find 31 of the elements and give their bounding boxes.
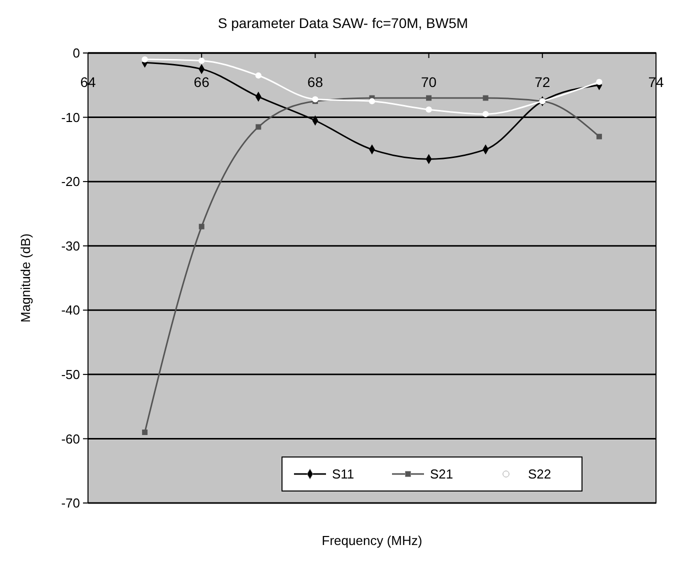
- point: [198, 224, 204, 230]
- point: [142, 430, 148, 436]
- x-tick-label: 66: [194, 74, 210, 90]
- legend-label: S11: [332, 466, 354, 482]
- y-tick-label: -10: [61, 110, 80, 125]
- point: [482, 110, 489, 118]
- legend-label: S22: [528, 466, 552, 482]
- x-axis-title: Frequency (MHz): [322, 533, 422, 548]
- y-axis-title: Magnitude (dB): [18, 234, 33, 322]
- point: [198, 58, 205, 64]
- y-tick-label: -30: [61, 238, 80, 254]
- chart-title: S parameter Data SAW- fc=70M, BW5M: [218, 15, 468, 31]
- x-tick-label: 70: [421, 74, 437, 90]
- legend-label: S21: [430, 466, 454, 482]
- point: [426, 106, 432, 113]
- y-tick-label: -60: [61, 431, 80, 446]
- x-tick-label: 72: [534, 74, 550, 90]
- point: [596, 78, 602, 86]
- y-tick-label: -70: [61, 496, 80, 511]
- point: [596, 134, 602, 140]
- x-tick-label: 68: [307, 74, 324, 90]
- point: [142, 56, 148, 63]
- y-tick-label: -50: [61, 366, 80, 382]
- y-tick-label: -40: [61, 302, 80, 318]
- point: [426, 95, 432, 101]
- point: [256, 124, 262, 130]
- point: [368, 98, 376, 104]
- y-tick-label: -20: [61, 174, 80, 190]
- y-tick-label: 0: [72, 46, 80, 61]
- point: [482, 95, 488, 101]
- point: [255, 72, 262, 79]
